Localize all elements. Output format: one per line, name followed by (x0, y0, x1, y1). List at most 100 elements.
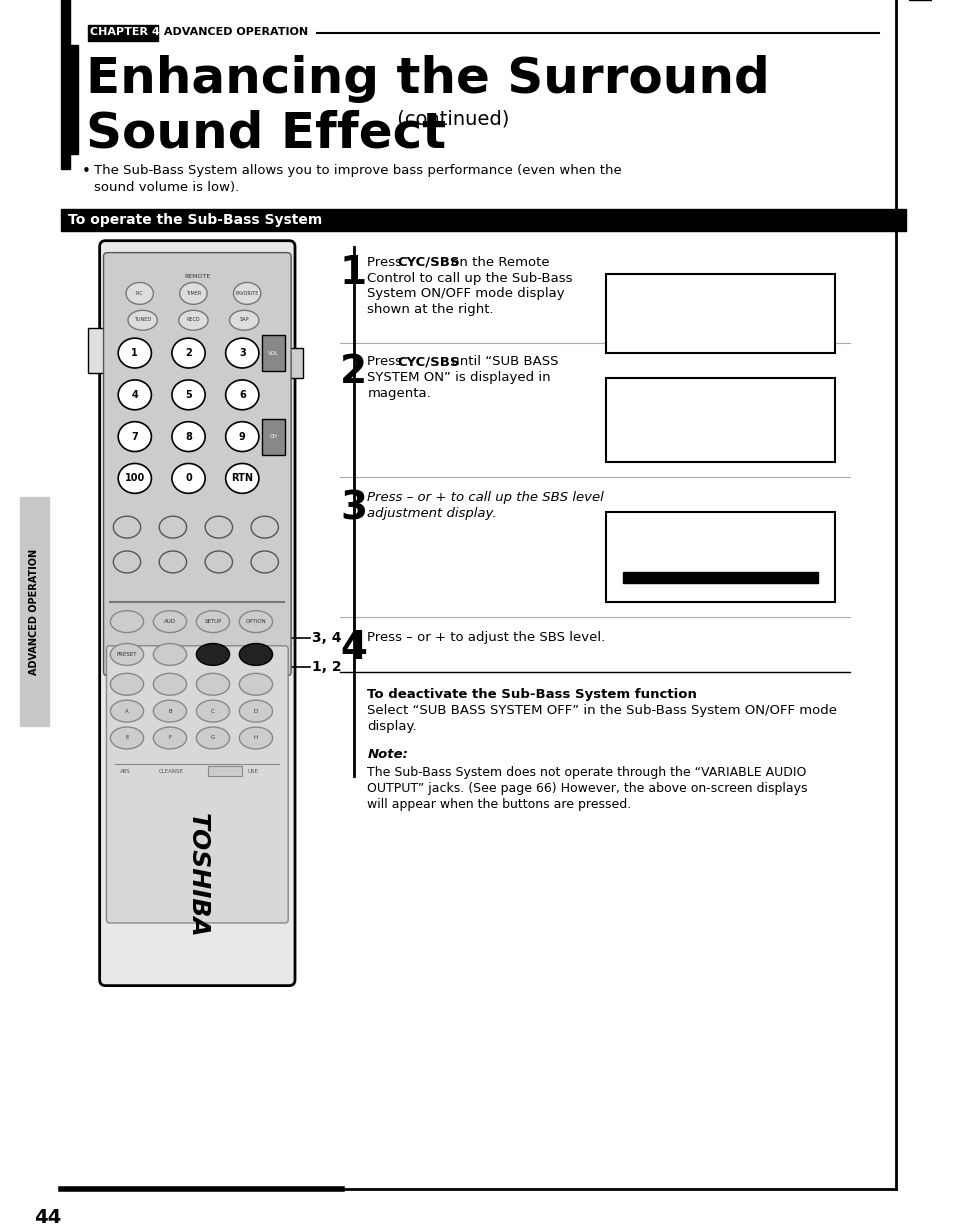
Ellipse shape (239, 700, 273, 723)
Text: ADVANCED OPERATION: ADVANCED OPERATION (160, 27, 308, 37)
Text: SUB  BASS  SYSTEM: SUB BASS SYSTEM (667, 556, 773, 567)
Ellipse shape (172, 463, 205, 494)
Text: E: E (125, 735, 129, 741)
Ellipse shape (159, 516, 187, 538)
Text: 3, 4: 3, 4 (312, 630, 341, 645)
Text: TUNED: TUNED (134, 316, 151, 321)
Text: 44: 44 (34, 1209, 61, 1227)
Text: (continued): (continued) (391, 110, 509, 128)
Text: sound volume is low).: sound volume is low). (93, 181, 239, 194)
Bar (622, 572, 817, 582)
Text: •: • (82, 164, 91, 178)
Bar (287, 348, 302, 378)
Text: REMOTE: REMOTE (184, 273, 211, 278)
Text: System ON/OFF mode display: System ON/OFF mode display (367, 287, 564, 300)
Ellipse shape (251, 551, 278, 572)
Bar (208, 766, 242, 776)
Text: until “SUB BASS: until “SUB BASS (447, 355, 558, 368)
Text: 6: 6 (238, 390, 245, 400)
Ellipse shape (172, 422, 205, 452)
Text: TIMER: TIMER (186, 291, 201, 295)
Ellipse shape (196, 728, 230, 748)
Text: Press – or + to call up the SBS level: Press – or + to call up the SBS level (367, 491, 603, 505)
Text: –: – (612, 570, 618, 583)
Text: ABS: ABS (120, 769, 131, 774)
FancyBboxPatch shape (104, 252, 291, 676)
Text: ADVANCED OPERATION: ADVANCED OPERATION (30, 549, 39, 675)
Ellipse shape (196, 673, 230, 696)
Ellipse shape (226, 422, 258, 452)
Text: 3: 3 (339, 490, 367, 527)
Ellipse shape (233, 282, 260, 304)
Ellipse shape (196, 644, 230, 666)
Bar (71, 44, 78, 154)
Ellipse shape (118, 422, 152, 452)
Text: SUB  BASS  SYSTEM ON: SUB BASS SYSTEM ON (658, 416, 782, 426)
Text: SUB  BASS  SYSTEM ON: SUB BASS SYSTEM ON (658, 303, 782, 314)
Bar (261, 335, 285, 371)
Text: Press: Press (367, 355, 406, 368)
Text: SAP: SAP (239, 316, 249, 321)
Text: magenta.: magenta. (367, 387, 431, 400)
Text: on the Remote: on the Remote (447, 256, 550, 268)
FancyBboxPatch shape (107, 646, 288, 923)
Ellipse shape (226, 380, 258, 410)
Text: PRESET: PRESET (116, 652, 137, 657)
Text: CYC/SBS: CYC/SBS (397, 256, 459, 268)
Text: To operate the Sub-Bass System: To operate the Sub-Bass System (69, 213, 322, 227)
Bar (261, 419, 285, 454)
Text: TO  CONTROL  PUSH  –  +: TO CONTROL PUSH – + (652, 593, 787, 603)
Text: 4: 4 (339, 629, 367, 666)
Ellipse shape (179, 282, 207, 304)
Text: D: D (253, 709, 258, 714)
Text: TO  SELECT  PUSH  CYC·SBS: TO SELECT PUSH CYC·SBS (646, 451, 793, 460)
Ellipse shape (111, 644, 144, 666)
Ellipse shape (113, 551, 140, 572)
Ellipse shape (239, 728, 273, 748)
Ellipse shape (128, 310, 157, 330)
Ellipse shape (111, 700, 144, 723)
Ellipse shape (226, 463, 258, 494)
Bar (60, 0, 71, 169)
Text: 1, 2: 1, 2 (312, 660, 341, 675)
Text: 4: 4 (132, 390, 138, 400)
Text: 7: 7 (132, 432, 138, 442)
Bar (88, 25, 158, 41)
Text: 5: 5 (185, 390, 192, 400)
Ellipse shape (226, 339, 258, 368)
Text: To deactivate the Sub-Bass System function: To deactivate the Sub-Bass System functi… (367, 688, 697, 702)
Text: FAVORITE: FAVORITE (235, 291, 258, 295)
Text: Sound Effect: Sound Effect (86, 110, 446, 158)
Text: AUD: AUD (164, 619, 175, 624)
Ellipse shape (230, 310, 258, 330)
Ellipse shape (153, 611, 187, 633)
Text: OPTION: OPTION (245, 619, 266, 624)
Ellipse shape (153, 673, 187, 696)
Text: Select “SUB BASS SYSTEM OFF” in the Sub-Bass System ON/OFF mode: Select “SUB BASS SYSTEM OFF” in the Sub-… (367, 704, 837, 718)
Text: 0: 0 (185, 474, 192, 484)
Text: SYSTEM ON” is displayed in: SYSTEM ON” is displayed in (367, 371, 550, 384)
Text: B: B (168, 709, 172, 714)
Bar (19, 497, 49, 726)
Ellipse shape (111, 673, 144, 696)
Text: +: + (820, 570, 830, 583)
Text: C: C (211, 709, 214, 714)
Ellipse shape (111, 728, 144, 748)
Text: SUB  BASS  SYSTEM OFF: SUB BASS SYSTEM OFF (654, 431, 785, 441)
Ellipse shape (118, 380, 152, 410)
Text: VOL: VOL (268, 351, 278, 356)
Bar (60, 209, 904, 230)
Ellipse shape (118, 463, 152, 494)
Ellipse shape (159, 551, 187, 572)
Text: The Sub-Bass System allows you to improve bass performance (even when the: The Sub-Bass System allows you to improv… (93, 164, 621, 177)
Bar (605, 512, 835, 602)
Ellipse shape (172, 380, 205, 410)
Text: Control to call up the Sub-Bass: Control to call up the Sub-Bass (367, 272, 572, 284)
Ellipse shape (205, 516, 233, 538)
Text: G: G (211, 735, 214, 741)
Ellipse shape (153, 700, 187, 723)
Ellipse shape (172, 339, 205, 368)
Ellipse shape (205, 551, 233, 572)
Text: Press – or + to adjust the SBS level.: Press – or + to adjust the SBS level. (367, 630, 605, 644)
Ellipse shape (251, 516, 278, 538)
